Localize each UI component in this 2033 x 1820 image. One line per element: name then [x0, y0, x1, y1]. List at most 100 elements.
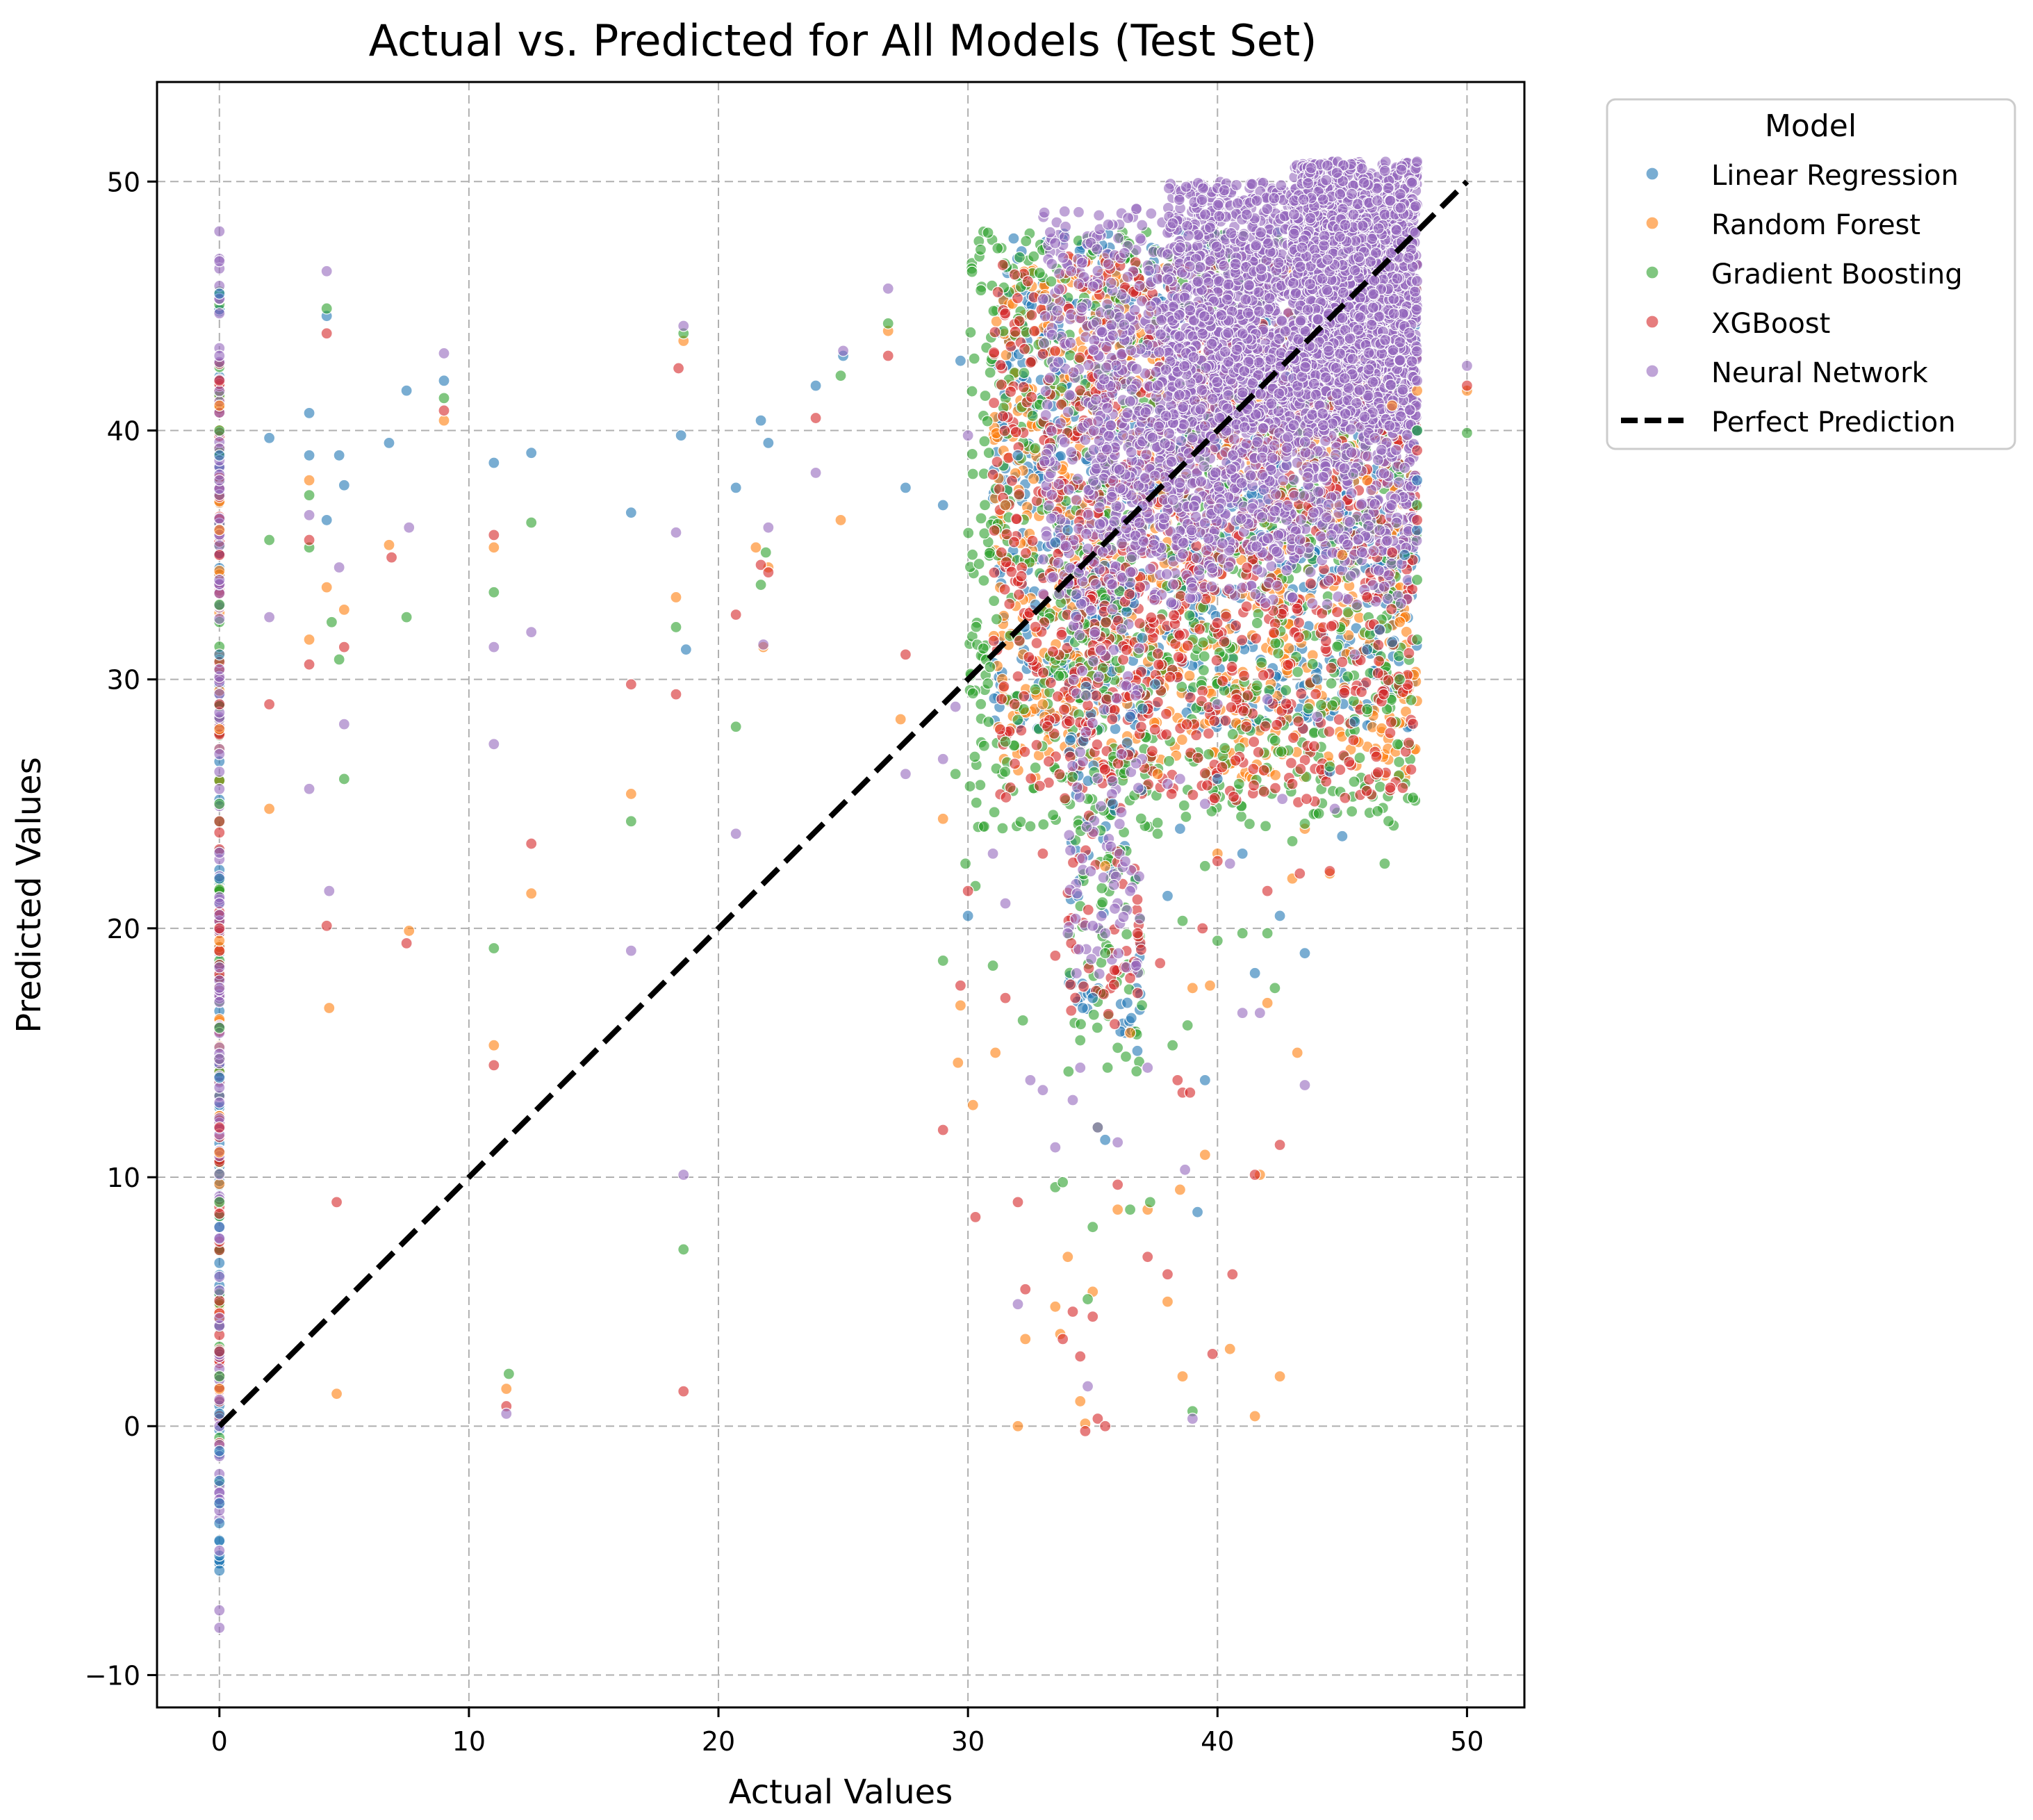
point-xgboost — [1011, 292, 1024, 304]
point-xgboost — [1247, 779, 1260, 792]
point-neural-network — [1039, 310, 1051, 322]
chart-title: Actual vs. Predicted for All Models (Tes… — [369, 15, 1317, 66]
point-gradient-boosting — [1013, 251, 1026, 263]
point-neural-network — [1052, 356, 1064, 368]
point-xgboost — [1257, 669, 1269, 682]
point-xgboost — [1331, 606, 1344, 618]
point-xgboost — [1044, 676, 1057, 689]
point-neural-network — [1042, 500, 1055, 512]
point-xgboost — [1029, 621, 1042, 633]
point-neural-network — [1281, 564, 1293, 577]
point-gradient-boosting — [1302, 702, 1315, 714]
point-xgboost — [1238, 669, 1251, 682]
point-neural-network — [1057, 252, 1069, 264]
point-xgboost — [1008, 757, 1021, 770]
point-xgboost — [1023, 651, 1035, 664]
point-gradient-boosting — [1393, 755, 1406, 769]
point-random-forest — [1176, 733, 1188, 746]
point-xgboost — [1323, 725, 1335, 738]
point-neural-network — [1205, 580, 1218, 593]
point-neural-network — [1332, 590, 1344, 603]
point-gradient-boosting — [988, 806, 1001, 819]
point-xgboost — [1018, 690, 1030, 703]
point-neural-network — [1041, 398, 1054, 411]
point-xgboost — [1405, 763, 1417, 776]
point-xgboost — [1030, 637, 1043, 650]
point-xgboost — [1210, 654, 1223, 666]
point-xgboost — [1384, 727, 1397, 739]
point-gradient-boosting — [1256, 656, 1268, 669]
point-xgboost — [1145, 612, 1158, 624]
point-xgboost — [1294, 762, 1307, 776]
point-neural-network — [1133, 279, 1146, 293]
point-xgboost — [994, 723, 1007, 736]
point-neural-network — [1067, 366, 1080, 379]
point-gradient-boosting — [962, 527, 975, 539]
point-neural-network — [1044, 226, 1056, 238]
point-xgboost — [1308, 740, 1321, 753]
point-xgboost — [1235, 634, 1249, 646]
point-neural-network — [1071, 473, 1084, 485]
point-xgboost — [1193, 623, 1206, 635]
point-xgboost — [996, 259, 1009, 272]
point-gradient-boosting — [1243, 817, 1256, 830]
point-xgboost — [1320, 775, 1333, 788]
point-neural-network — [213, 512, 226, 525]
point-xgboost — [1355, 686, 1368, 698]
point-gradient-boosting — [978, 435, 991, 448]
point-neural-network — [1037, 337, 1051, 350]
point-neural-network — [1053, 268, 1066, 280]
point-neural-network — [1062, 406, 1074, 418]
point-neural-network — [1193, 564, 1205, 576]
point-gradient-boosting — [966, 265, 978, 278]
point-xgboost — [1259, 720, 1271, 732]
point-random-forest — [1028, 473, 1040, 485]
point-gradient-boosting — [1018, 367, 1030, 379]
point-neural-network — [213, 612, 226, 625]
point-neural-network — [1092, 265, 1104, 277]
point-neural-network — [1105, 277, 1117, 289]
point-neural-network — [1271, 580, 1284, 592]
point-xgboost — [1237, 705, 1250, 717]
point-gradient-boosting — [1382, 815, 1395, 828]
point-gradient-boosting — [1202, 748, 1215, 760]
point-neural-network — [1381, 593, 1394, 605]
point-xgboost — [1187, 789, 1199, 801]
point-gradient-boosting — [1197, 664, 1210, 677]
point-gradient-boosting — [999, 765, 1012, 778]
point-gradient-boosting — [1183, 609, 1196, 622]
point-xgboost — [998, 680, 1010, 693]
point-xgboost — [988, 566, 1001, 579]
point-gradient-boosting — [1272, 647, 1285, 659]
point-xgboost — [1384, 781, 1397, 794]
point-gradient-boosting — [1325, 677, 1338, 690]
point-xgboost — [989, 326, 1001, 338]
point-neural-network — [213, 1284, 226, 1297]
point-xgboost — [1180, 718, 1193, 730]
point-xgboost — [1167, 609, 1180, 621]
point-xgboost — [1053, 768, 1066, 780]
point-xgboost — [1008, 698, 1021, 710]
point-xgboost — [1372, 666, 1384, 680]
point-gradient-boosting — [1259, 820, 1272, 833]
point-xgboost — [1005, 386, 1017, 398]
point-xgboost — [1019, 343, 1031, 355]
point-neural-network — [1049, 237, 1062, 249]
point-xgboost — [1146, 745, 1158, 757]
point-gradient-boosting — [1218, 741, 1231, 755]
point-xgboost — [1000, 791, 1012, 804]
point-xgboost — [1009, 325, 1021, 338]
point-xgboost — [1291, 602, 1303, 615]
point-xgboost — [1010, 426, 1022, 438]
point-xgboost — [1325, 620, 1338, 632]
point-xgboost — [1181, 639, 1194, 652]
point-xgboost — [1164, 671, 1176, 683]
point-xgboost — [1030, 739, 1043, 751]
point-gradient-boosting — [991, 242, 1004, 254]
point-xgboost — [1208, 714, 1221, 728]
point-xgboost — [213, 1207, 226, 1220]
point-xgboost — [1049, 345, 1062, 357]
point-neural-network — [1051, 304, 1064, 317]
point-gradient-boosting — [1280, 684, 1292, 696]
point-xgboost — [213, 944, 226, 957]
